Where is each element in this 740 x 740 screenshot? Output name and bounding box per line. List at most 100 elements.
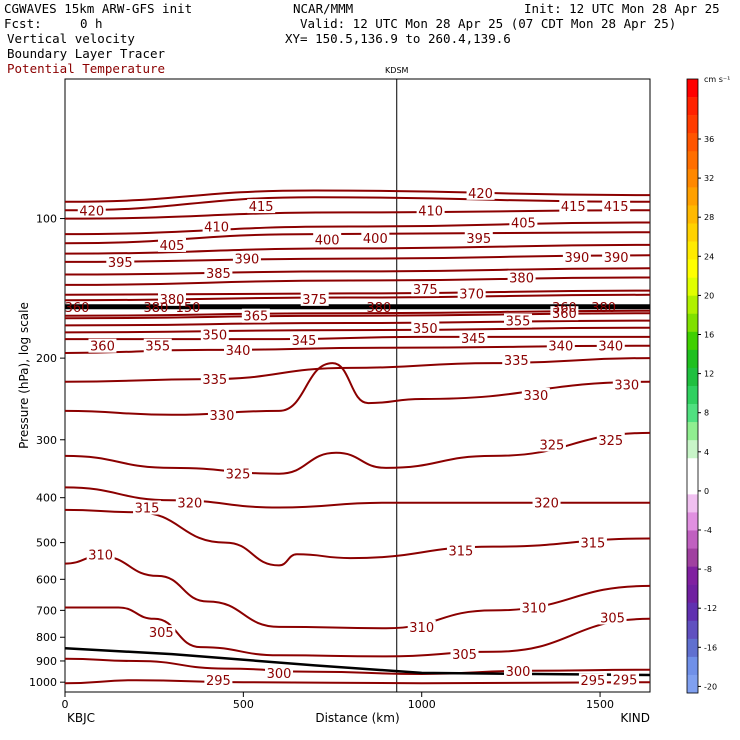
colorbar-swatch (687, 349, 698, 369)
contour-label-bg (578, 535, 607, 550)
contour-label-415: 415 (249, 200, 274, 215)
contour-label-bg (466, 185, 495, 200)
colorbar-swatch (687, 133, 698, 152)
contour-label-340: 340 (548, 340, 573, 355)
station-marker-label: KDSM (385, 66, 408, 75)
contour-label-325: 325 (539, 438, 564, 453)
colorbar-swatch (687, 404, 698, 423)
contour-label-bg (247, 199, 276, 214)
contour-label-405: 405 (160, 239, 185, 254)
contour-label-bg (446, 543, 475, 558)
contour-label-bg (361, 230, 390, 245)
y-tick-label: 600 (36, 573, 57, 586)
contour-label-bg (106, 254, 135, 269)
colorbar-swatch (687, 674, 698, 694)
contour-label-305: 305 (452, 648, 477, 663)
colorbar-label: 8 (704, 409, 709, 418)
colorbar-swatch (687, 458, 698, 477)
header-field-vertical-velocity: Vertical velocity (7, 31, 135, 46)
contour-300 (64, 657, 651, 676)
colorbar-swatch (687, 169, 698, 188)
contour-420 (64, 189, 651, 203)
plot-frame (64, 78, 651, 693)
colorbar-label: -8 (704, 565, 712, 574)
contour-label-bg (158, 237, 187, 252)
colorbar-swatch (687, 656, 698, 676)
contour-label-325: 325 (226, 468, 251, 483)
colorbar-swatch (687, 223, 698, 242)
y-tick-label: 800 (36, 631, 57, 644)
contour-label-320: 320 (177, 497, 202, 512)
contour-label-bg (596, 338, 625, 353)
contour-label-360: 360 (90, 340, 115, 355)
contour-label-305: 305 (149, 626, 174, 641)
contour-410 (64, 209, 651, 220)
colorbar-label: 20 (704, 291, 714, 300)
contour-340 (64, 344, 651, 354)
header-org: NCAR/MMM (293, 1, 354, 16)
contour-405 (64, 221, 651, 236)
contour-label-bg (224, 466, 253, 481)
tropopause-label: 380 (366, 301, 391, 316)
contour-label-bg (537, 437, 566, 452)
colorbar-swatch (687, 259, 698, 278)
contour-label-385: 385 (206, 267, 231, 282)
contour-label-bg (562, 249, 591, 264)
contour-label-310: 310 (409, 621, 434, 636)
contour-label-bg (459, 331, 488, 346)
contour-label-bg (175, 495, 204, 510)
colorbar-label: 36 (704, 135, 714, 144)
contour-label-415: 415 (561, 200, 586, 215)
contour-label-310: 310 (522, 601, 547, 616)
contour-label-300: 300 (506, 665, 531, 680)
contour-label-380: 380 (509, 271, 534, 286)
contour-label-bg (520, 600, 549, 615)
contour-label-bg (602, 249, 631, 264)
contour-label-340: 340 (226, 344, 251, 359)
contour-label-395: 395 (466, 232, 491, 247)
contour-label-bg (265, 665, 294, 680)
contour-label-bg (411, 282, 440, 297)
tropopause-label: 380 (591, 301, 616, 316)
colorbar-label: 32 (704, 174, 714, 183)
contour-label-bg (502, 353, 531, 368)
contour-380 (64, 276, 651, 286)
y-tick-label: 300 (36, 434, 57, 447)
colorbar-swatch (687, 97, 698, 116)
contour-label-335: 335 (202, 373, 227, 388)
contour-355 (64, 319, 651, 327)
colorbar-swatch (687, 566, 698, 585)
colorbar-label: 28 (704, 213, 714, 222)
contour-label-410: 410 (204, 220, 229, 235)
contour-label-bg (532, 495, 561, 510)
contour-label-bg (204, 673, 233, 688)
contour-label-335: 335 (504, 354, 529, 369)
contour-label-310: 310 (88, 548, 113, 563)
contour-label-bg (202, 219, 231, 234)
colorbar-swatch (687, 584, 698, 604)
contour-label-340: 340 (598, 340, 623, 355)
y-tick-label: 700 (36, 604, 57, 617)
colorbar-label: -4 (704, 526, 712, 535)
contour-label-bg (550, 306, 579, 321)
contour-label-bg (464, 230, 493, 245)
contour-label-bg (504, 663, 533, 678)
contour-label-330: 330 (210, 409, 235, 424)
contour-310 (64, 555, 651, 630)
contour-label-320: 320 (534, 497, 559, 512)
contour-label-bg (224, 342, 253, 357)
header-model: CGWAVES 15km ARW-GFS init (4, 1, 193, 16)
contour-label-bg (204, 265, 233, 280)
contour-label-bg (147, 625, 176, 640)
contour-label-355: 355 (145, 340, 170, 355)
contour-325 (64, 431, 651, 475)
contour-label-bg (86, 547, 115, 562)
contour-335 (64, 357, 651, 383)
contour-label-395: 395 (108, 256, 133, 271)
contour-label-bg (411, 320, 440, 335)
colorbar-swatch (687, 151, 698, 170)
colorbar-swatch (687, 440, 698, 459)
contour-295 (64, 679, 651, 685)
contour-label-bg (300, 291, 329, 306)
contour-label-345: 345 (461, 332, 486, 347)
